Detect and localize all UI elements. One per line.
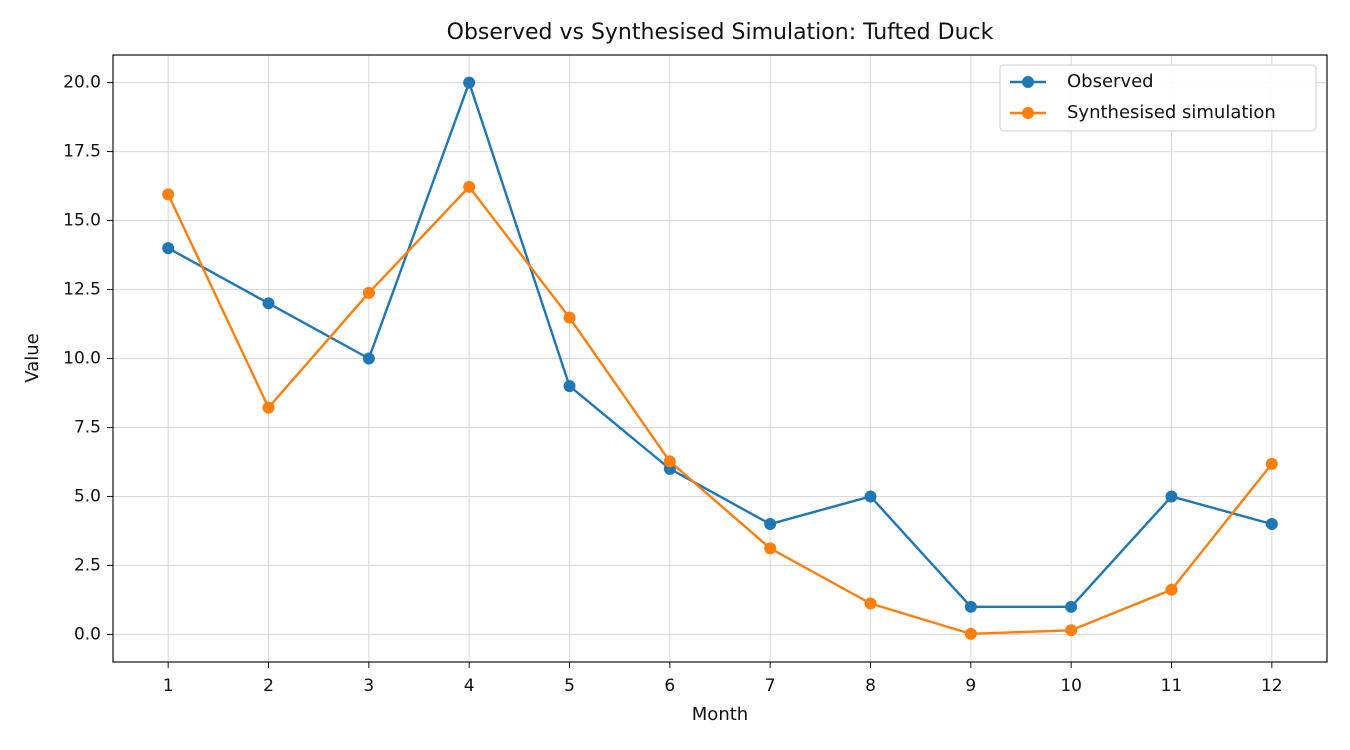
y-tick-label: 15.0 (63, 211, 101, 231)
legend-marker-2 (1022, 107, 1034, 119)
y-tick-label: 7.5 (74, 417, 101, 437)
y-tick-label: 5.0 (74, 486, 101, 506)
x-tick-label: 3 (363, 676, 374, 696)
data-point-series-2 (964, 627, 977, 640)
x-tick-label: 2 (263, 676, 274, 696)
legend-box (999, 64, 1317, 132)
y-ticks: 0.0 2.5 5.0 7.5 10.0 12.5 15.0 17.5 20.0 (63, 73, 113, 644)
series-line-1 (166, 81, 1274, 609)
data-point-series-2 (1265, 457, 1278, 470)
x-ticks: 1 2 3 4 5 6 7 8 9 10 11 12 (163, 662, 1283, 696)
x-tick-label: 4 (464, 676, 475, 696)
data-point-series-1 (162, 242, 175, 255)
legend: Observed Synthesised simulation (999, 64, 1317, 132)
x-tick-label: 6 (664, 676, 675, 696)
data-point-series-1 (262, 297, 275, 310)
x-tick-label: 11 (1161, 676, 1183, 696)
x-tick-label: 8 (865, 676, 876, 696)
data-point-series-1 (362, 352, 375, 365)
y-tick-label: 20.0 (63, 73, 101, 93)
data-point-series-2 (1065, 624, 1078, 637)
chart-title: Observed vs Synthesised Simulation: Tuft… (447, 20, 994, 45)
data-point-series-2 (463, 180, 476, 193)
data-point-series-1 (1265, 518, 1278, 531)
data-point-series-1 (563, 380, 576, 393)
series-line-2 (166, 185, 1274, 636)
x-axis-label: Month (692, 704, 748, 725)
x-tick-label: 5 (564, 676, 575, 696)
data-point-series-1 (764, 518, 777, 531)
data-point-series-1 (1065, 600, 1078, 613)
x-tick-label: 10 (1060, 676, 1082, 696)
data-point-series-1 (463, 76, 476, 89)
x-tick-label: 1 (163, 676, 174, 696)
data-point-series-1 (864, 490, 877, 503)
data-point-series-2 (1165, 583, 1178, 596)
y-tick-label: 0.0 (74, 624, 101, 644)
x-tick-label: 7 (765, 676, 776, 696)
series (162, 76, 1278, 640)
data-point-series-2 (764, 542, 777, 555)
y-tick-label: 2.5 (74, 555, 101, 575)
x-tick-label: 12 (1261, 676, 1283, 696)
data-point-series-2 (663, 455, 676, 468)
legend-label-1: Observed (1067, 71, 1154, 92)
data-point-series-2 (563, 311, 576, 324)
data-point-series-2 (162, 188, 175, 201)
data-point-series-1 (1165, 490, 1178, 503)
y-tick-label: 17.5 (63, 142, 101, 162)
y-axis-label: Value (22, 333, 43, 382)
y-tick-label: 12.5 (63, 280, 101, 300)
data-point-series-2 (864, 597, 877, 610)
data-point-series-1 (964, 600, 977, 613)
data-point-series-2 (362, 286, 375, 299)
x-tick-label: 9 (965, 676, 976, 696)
legend-label-2: Synthesised simulation (1067, 102, 1276, 123)
y-tick-label: 10.0 (63, 349, 101, 369)
legend-marker-1 (1022, 76, 1034, 88)
data-point-series-2 (262, 401, 275, 414)
